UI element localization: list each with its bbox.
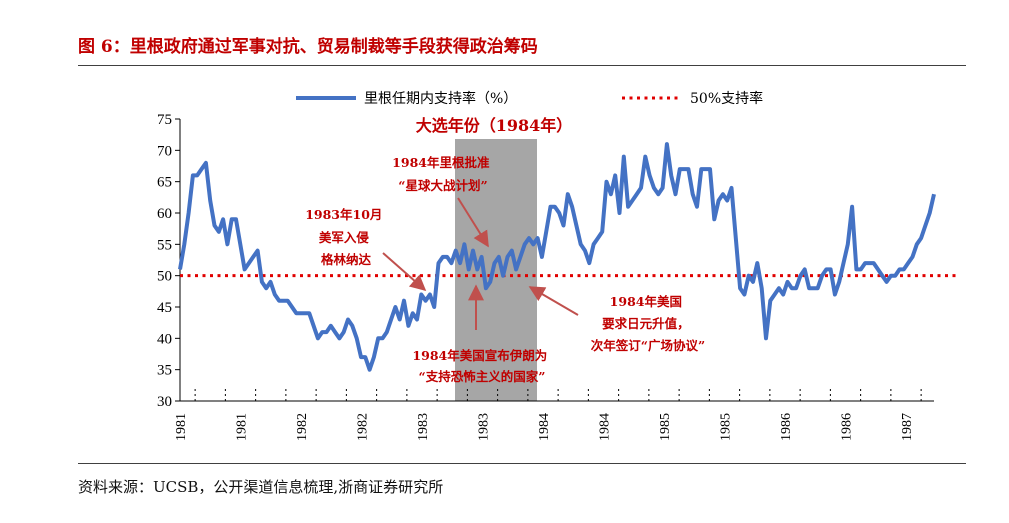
annotation-iran: 1984年美国宣布伊朗为 “支持恐怖主义的国家” <box>412 348 551 384</box>
x-tick-label: 1987 <box>900 413 915 441</box>
annotation-yen-line2: 要求日元升值， <box>602 316 690 331</box>
annotation-grenada-line2: 美军入侵 <box>319 230 370 245</box>
annotation-sdi: 1984年里根批准 “星球大战计划” <box>392 155 494 193</box>
y-tick-label: 35 <box>157 363 172 379</box>
source-note: 资料来源：UCSB，公开渠道信息梳理,浙商证券研究所 <box>78 478 444 496</box>
annotation-yen-arrow <box>528 286 579 316</box>
annotation-yen-line1: 1984年美国 <box>610 294 682 309</box>
figure-title: 图 6：里根政府通过军事对抗、贸易制裁等手段获得政治筹码 <box>78 37 538 57</box>
annotation-iran-line1: 1984年美国宣布伊朗为 <box>412 348 547 363</box>
x-tick-label: 1982 <box>295 413 310 441</box>
approval-series-line <box>178 142 936 372</box>
y-tick-label: 75 <box>157 112 172 128</box>
x-tick-label: 1985 <box>658 413 673 441</box>
y-tick-label: 70 <box>157 143 172 159</box>
x-tick-label: 1986 <box>779 413 794 441</box>
annotation-iran-line2: “支持恐怖主义的国家” <box>419 369 546 384</box>
x-tick-label: 1985 <box>719 413 734 441</box>
y-tick-label: 55 <box>157 237 172 253</box>
x-tick-label: 1983 <box>416 413 431 441</box>
y-tick-label: 30 <box>157 394 172 410</box>
annotation-grenada-line3: 格林纳达 <box>321 252 372 267</box>
x-tick-label: 1984 <box>537 413 552 441</box>
y-tick-label: 45 <box>157 300 172 316</box>
annotation-sdi-line2: “星球大战计划” <box>398 178 487 193</box>
x-tick-label: 1982 <box>356 413 371 441</box>
y-tick-label: 40 <box>157 331 172 347</box>
legend-label-fifty: 50%支持率 <box>690 90 763 107</box>
y-axis: 30 35 40 45 50 55 60 65 70 75 <box>157 112 181 410</box>
bottom-rule <box>78 463 966 464</box>
top-rule <box>78 65 966 66</box>
y-tick-label: 50 <box>157 269 172 285</box>
legend-label-approval: 里根任期内支持率（%） <box>364 90 517 107</box>
y-tick-label: 65 <box>157 175 172 191</box>
annotation-grenada-line1: 1983年10月 <box>305 207 382 222</box>
y-tick-label: 60 <box>157 206 172 222</box>
annotation-sdi-line1: 1984年里根批准 <box>392 155 490 170</box>
x-tick-label: 1984 <box>598 413 613 441</box>
band-title: 大选年份（1984年） <box>416 116 573 135</box>
x-tick-label: 1983 <box>477 413 492 441</box>
x-tick-label: 1981 <box>174 413 189 441</box>
annotation-grenada-arrow <box>382 252 427 292</box>
annotation-yen-line3: 次年签订“广场协议” <box>591 338 705 353</box>
annotation-yen: 1984年美国 要求日元升值， 次年签订“广场协议” <box>591 294 705 353</box>
annotation-grenada: 1983年10月 美军入侵 格林纳达 <box>305 207 387 267</box>
x-axis: 1981 1981 1982 1982 1983 1983 1984 1984 1985 1985… <box>174 389 934 441</box>
annotation-sdi-arrow <box>457 197 489 248</box>
x-tick-label: 1981 <box>235 413 250 441</box>
x-tick-label: 1986 <box>840 413 855 441</box>
